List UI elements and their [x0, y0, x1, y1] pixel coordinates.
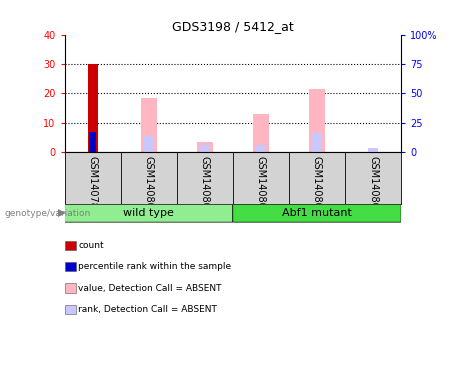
Bar: [88, 64, 98, 152]
Text: GSM140802: GSM140802: [256, 156, 266, 215]
Text: Abf1 mutant: Abf1 mutant: [282, 208, 352, 218]
Bar: [200, 145, 210, 152]
Bar: [65, 241, 76, 250]
FancyBboxPatch shape: [65, 204, 233, 222]
Text: value, Detection Call = ABSENT: value, Detection Call = ABSENT: [78, 283, 222, 293]
Title: GDS3198 / 5412_at: GDS3198 / 5412_at: [172, 20, 294, 33]
Text: GSM140801: GSM140801: [200, 156, 210, 215]
Bar: [65, 283, 76, 293]
Bar: [65, 305, 76, 314]
FancyBboxPatch shape: [233, 204, 401, 222]
Bar: [89, 132, 96, 152]
Bar: [309, 89, 325, 152]
Text: GSM140786: GSM140786: [88, 156, 98, 215]
Text: percentile rank within the sample: percentile rank within the sample: [78, 262, 231, 271]
Bar: [312, 133, 322, 152]
Text: GSM140800: GSM140800: [144, 156, 154, 215]
Bar: [253, 114, 269, 152]
Text: wild type: wild type: [123, 208, 174, 218]
Text: count: count: [78, 241, 104, 250]
Text: genotype/variation: genotype/variation: [5, 209, 91, 218]
Text: rank, Detection Call = ABSENT: rank, Detection Call = ABSENT: [78, 305, 217, 314]
Bar: [197, 142, 213, 152]
Bar: [141, 98, 157, 152]
Bar: [368, 148, 378, 152]
Bar: [65, 262, 76, 271]
Bar: [144, 136, 154, 152]
Bar: [256, 145, 266, 152]
Text: GSM140803: GSM140803: [312, 156, 322, 215]
Text: GSM140804: GSM140804: [368, 156, 378, 215]
